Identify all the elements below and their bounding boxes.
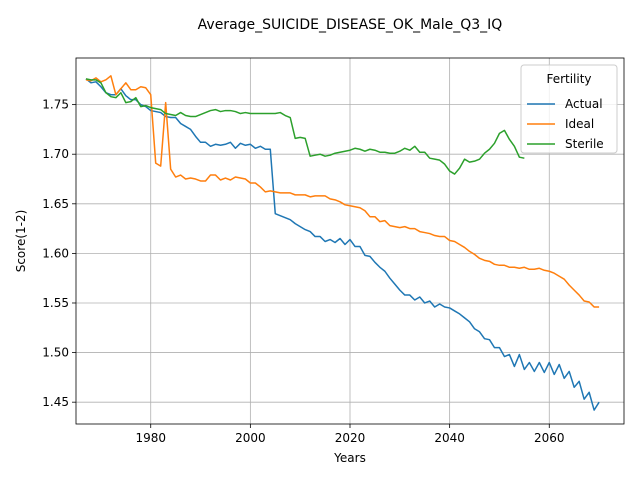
y-tick-label: 1.75 <box>42 98 69 112</box>
y-tick-label: 1.70 <box>42 147 69 161</box>
grid-layer <box>76 58 624 424</box>
chart-title: Average_SUICIDE_DISEASE_OK_Male_Q3_IQ <box>198 17 503 33</box>
series-line-sterile <box>85 78 525 175</box>
legend-label-actual: Actual <box>565 97 603 111</box>
legend-label-sterile: Sterile <box>565 137 604 151</box>
series-layer <box>85 75 600 411</box>
legend: Fertility Actual Ideal Sterile <box>520 64 618 154</box>
series-line-actual <box>85 78 600 411</box>
legend-label-ideal: Ideal <box>565 117 594 131</box>
y-axis-ticks: 1.45 1.50 1.55 1.60 1.65 1.70 1.75 <box>42 98 76 409</box>
y-axis-label: Score(1-2) <box>14 210 28 273</box>
y-tick-label: 1.45 <box>42 395 69 409</box>
legend-box <box>520 64 618 154</box>
y-tick-label: 1.50 <box>42 346 69 360</box>
x-tick-label: 1980 <box>135 431 166 445</box>
x-tick-label: 2060 <box>534 431 565 445</box>
series-line-ideal <box>85 75 600 308</box>
y-tick-label: 1.55 <box>42 296 69 310</box>
x-axis-label: Years <box>333 451 366 465</box>
legend-items: Actual Ideal Sterile <box>527 97 604 151</box>
x-tick-label: 2000 <box>235 431 266 445</box>
legend-title: Fertility <box>546 72 591 86</box>
x-tick-label: 2020 <box>335 431 366 445</box>
x-tick-label: 2040 <box>434 431 465 445</box>
y-tick-label: 1.60 <box>42 246 69 260</box>
y-tick-label: 1.65 <box>42 197 69 211</box>
x-axis-ticks: 1980 2000 2020 2040 2060 <box>135 424 565 445</box>
